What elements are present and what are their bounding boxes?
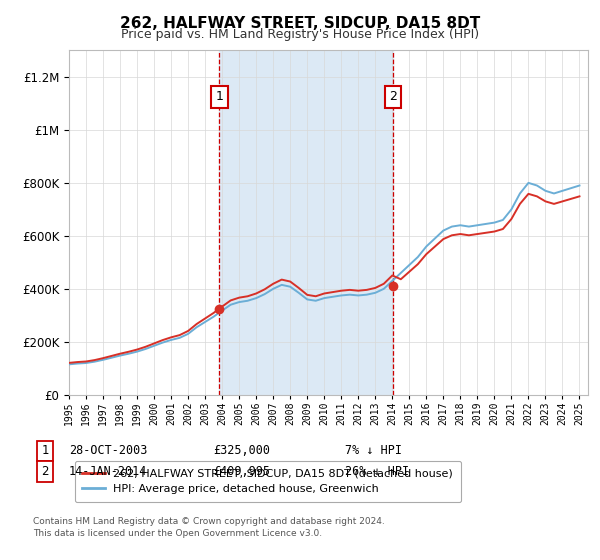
- Legend: 262, HALFWAY STREET, SIDCUP, DA15 8DT (detached house), HPI: Average price, deta: 262, HALFWAY STREET, SIDCUP, DA15 8DT (d…: [74, 461, 461, 502]
- Text: £409,995: £409,995: [213, 465, 270, 478]
- Text: 262, HALFWAY STREET, SIDCUP, DA15 8DT: 262, HALFWAY STREET, SIDCUP, DA15 8DT: [120, 16, 480, 31]
- Text: £325,000: £325,000: [213, 444, 270, 458]
- Text: 7% ↓ HPI: 7% ↓ HPI: [345, 444, 402, 458]
- Text: 1: 1: [41, 444, 49, 458]
- Text: Price paid vs. HM Land Registry's House Price Index (HPI): Price paid vs. HM Land Registry's House …: [121, 28, 479, 41]
- Text: 14-JAN-2014: 14-JAN-2014: [69, 465, 148, 478]
- Text: 2: 2: [389, 90, 397, 104]
- Text: 28-OCT-2003: 28-OCT-2003: [69, 444, 148, 458]
- Bar: [219, 50, 393, 395]
- Text: 2: 2: [41, 465, 49, 478]
- Text: 26% ↓ HPI: 26% ↓ HPI: [345, 465, 409, 478]
- Text: Contains HM Land Registry data © Crown copyright and database right 2024.
This d: Contains HM Land Registry data © Crown c…: [33, 517, 385, 538]
- Text: 1: 1: [215, 90, 223, 104]
